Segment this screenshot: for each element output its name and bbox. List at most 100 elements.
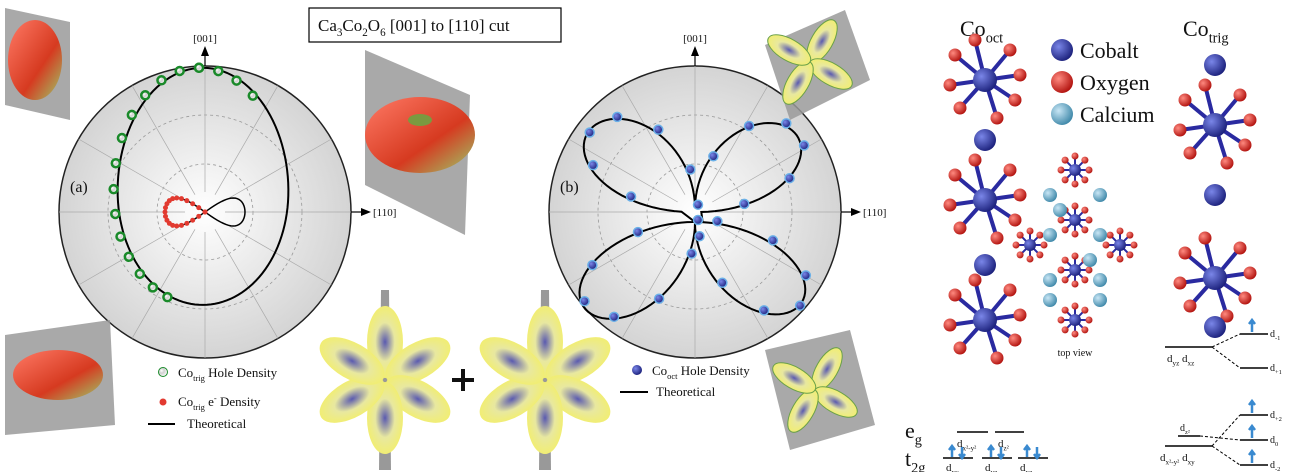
text-part: e bbox=[905, 418, 915, 443]
text-part: z² bbox=[1004, 444, 1009, 452]
atom bbox=[1061, 326, 1069, 334]
atom bbox=[1061, 226, 1069, 234]
text-part: d bbox=[1179, 452, 1188, 464]
atom bbox=[1036, 251, 1044, 259]
axis-label: [001] bbox=[683, 33, 707, 45]
spin-arrow bbox=[1023, 443, 1041, 461]
atom bbox=[1126, 231, 1134, 239]
atom bbox=[1071, 330, 1079, 338]
atom bbox=[990, 351, 1004, 365]
electron-point bbox=[174, 195, 180, 201]
atom bbox=[1204, 184, 1226, 206]
atom bbox=[1024, 239, 1036, 251]
hole-point bbox=[584, 127, 595, 138]
atom bbox=[1013, 188, 1027, 202]
atom bbox=[1069, 264, 1081, 276]
structure-label: Cooct bbox=[960, 16, 1003, 47]
atom bbox=[1071, 202, 1079, 210]
atom bbox=[968, 33, 982, 47]
spin-arrow bbox=[1248, 423, 1256, 438]
text-part: xy bbox=[1188, 458, 1196, 466]
atom bbox=[1071, 152, 1079, 160]
hole-point bbox=[139, 90, 151, 101]
atom bbox=[1220, 156, 1234, 170]
hole-point bbox=[147, 282, 159, 293]
hole-point bbox=[612, 111, 623, 123]
level-label: eg bbox=[905, 418, 922, 449]
atom bbox=[1178, 93, 1192, 107]
atom bbox=[1093, 273, 1107, 287]
arrow-head bbox=[851, 208, 861, 216]
hole-point bbox=[134, 268, 146, 280]
line bbox=[568, 138, 678, 203]
orbital-lobe bbox=[545, 337, 611, 385]
text-part: 2g bbox=[911, 461, 925, 472]
line bbox=[78, 138, 188, 203]
atom bbox=[1116, 227, 1124, 235]
electron-point bbox=[190, 217, 196, 223]
atom bbox=[973, 188, 997, 212]
orbital-lobe bbox=[319, 375, 385, 423]
atom bbox=[948, 48, 962, 62]
text-part: d bbox=[1167, 353, 1173, 365]
hole-point bbox=[116, 132, 128, 144]
hole-point bbox=[193, 62, 205, 74]
text-part: Ca bbox=[318, 16, 337, 35]
atom bbox=[1071, 180, 1079, 188]
spin-arrow bbox=[1248, 448, 1256, 463]
hole-point bbox=[685, 164, 696, 175]
atom bbox=[1003, 43, 1017, 57]
atom bbox=[1204, 54, 1226, 76]
atom bbox=[1116, 255, 1124, 263]
atom bbox=[1198, 231, 1212, 245]
hole-point bbox=[800, 270, 812, 281]
level-label: d+2 bbox=[1270, 410, 1282, 423]
atom bbox=[1013, 308, 1027, 322]
text-part: Co bbox=[652, 363, 667, 378]
atom bbox=[1069, 214, 1081, 226]
hole-point bbox=[784, 172, 795, 184]
text-part: Theoretical bbox=[656, 384, 716, 399]
atom bbox=[968, 273, 982, 287]
hole-point bbox=[608, 311, 620, 323]
atom bbox=[1203, 113, 1227, 137]
atom bbox=[973, 308, 997, 332]
hole-point bbox=[739, 198, 750, 210]
text-part: d bbox=[985, 462, 991, 472]
axis-label: [110] bbox=[373, 207, 396, 219]
level-label: dxz bbox=[1020, 462, 1032, 472]
text-part: Hole Density bbox=[677, 363, 750, 378]
hole-point bbox=[110, 157, 122, 169]
atom bbox=[1093, 293, 1107, 307]
atom bbox=[1040, 241, 1048, 249]
hole-point bbox=[743, 120, 755, 132]
atom bbox=[1008, 213, 1022, 227]
hole-point bbox=[110, 208, 121, 220]
atom bbox=[1126, 251, 1134, 259]
arrow-head bbox=[691, 46, 699, 56]
hole-point bbox=[231, 75, 242, 86]
level-label: dyz dxz bbox=[1167, 353, 1194, 367]
atom bbox=[1071, 280, 1079, 288]
legend-label: Theoretical bbox=[187, 416, 247, 431]
atom bbox=[1081, 156, 1089, 164]
atom bbox=[1203, 266, 1227, 290]
line bbox=[621, 85, 686, 195]
atom bbox=[1173, 123, 1187, 137]
hole-point bbox=[694, 230, 705, 242]
electron-point bbox=[170, 196, 176, 202]
atom bbox=[1012, 241, 1020, 249]
hole-point bbox=[767, 235, 779, 246]
panel-label: (b) bbox=[560, 179, 579, 196]
atom bbox=[1071, 252, 1079, 260]
atom bbox=[1069, 164, 1081, 176]
text-part: trig bbox=[193, 373, 205, 383]
axis-label: [001] bbox=[193, 33, 217, 45]
orbital-lobe bbox=[545, 375, 611, 423]
line bbox=[222, 138, 332, 203]
text-part: yz bbox=[991, 468, 998, 472]
atom bbox=[1130, 241, 1138, 249]
text-part: xy bbox=[952, 468, 960, 472]
atom bbox=[1026, 227, 1034, 235]
atom bbox=[953, 221, 967, 235]
